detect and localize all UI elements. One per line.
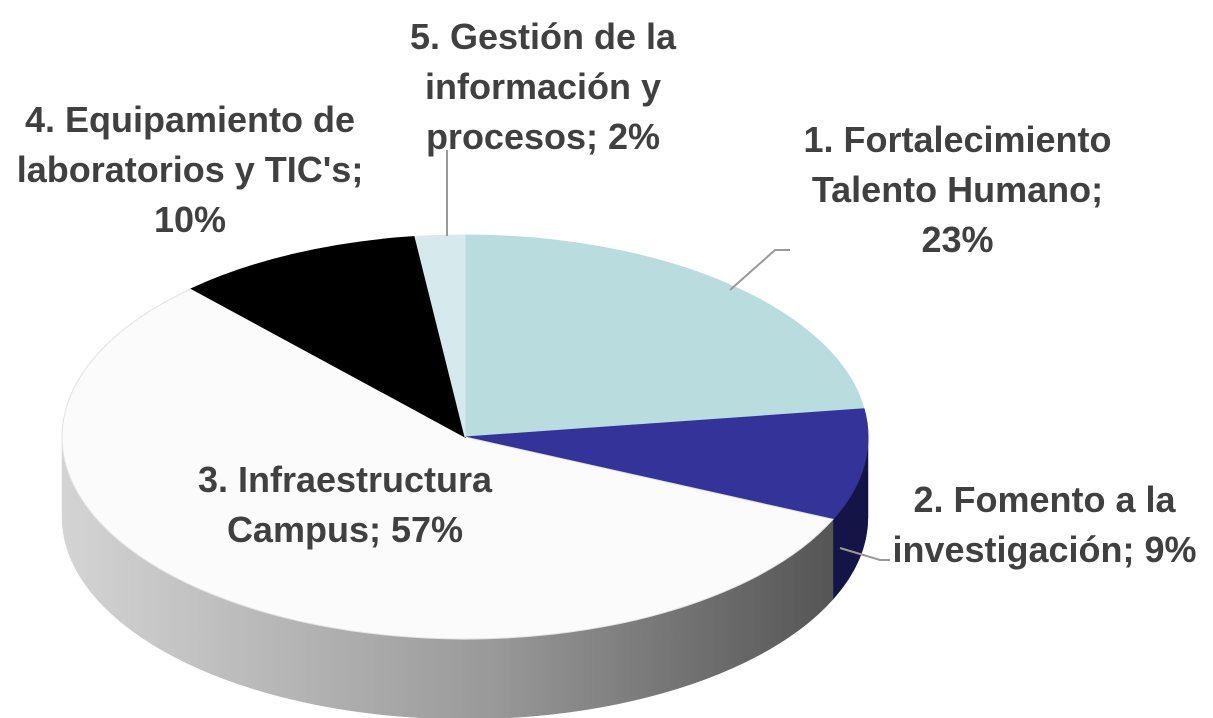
value-label: 10%: [153, 199, 227, 240]
slice-label: 2. Fomento a la investigación; 9%: [876, 475, 1213, 575]
category-label: 4. Equipamiento de laboratorios y TIC's;: [16, 99, 364, 190]
value-label: 57%: [390, 509, 464, 550]
category-label: 1. Fortalecimiento Talento Humano;: [803, 119, 1112, 210]
pie-slice: [464, 408, 869, 520]
value-label: 2%: [608, 116, 661, 157]
pie-slice: [190, 236, 466, 438]
leader-line: [839, 547, 890, 561]
category-label: 5. Gestión de la información y procesos;: [409, 16, 677, 157]
value-label: 9%: [1144, 529, 1197, 570]
pie-slice: [414, 234, 466, 438]
slice-label: 5. Gestión de la información y procesos;…: [378, 12, 708, 162]
value-label: 23%: [921, 219, 994, 260]
leader-line: [729, 249, 790, 291]
category-label: 3. Infraestructura Campus;: [197, 459, 493, 550]
category-label: 2. Fomento a la investigación;: [892, 479, 1176, 570]
pie-slice: [61, 288, 834, 640]
slice-label: 3. Infraestructura Campus; 57%: [185, 455, 505, 555]
slice-label: 4. Equipamiento de laboratorios y TIC's;…: [12, 95, 368, 245]
slice-label: 1. Fortalecimiento Talento Humano; 23%: [775, 115, 1140, 265]
pie-slice: [464, 234, 865, 438]
